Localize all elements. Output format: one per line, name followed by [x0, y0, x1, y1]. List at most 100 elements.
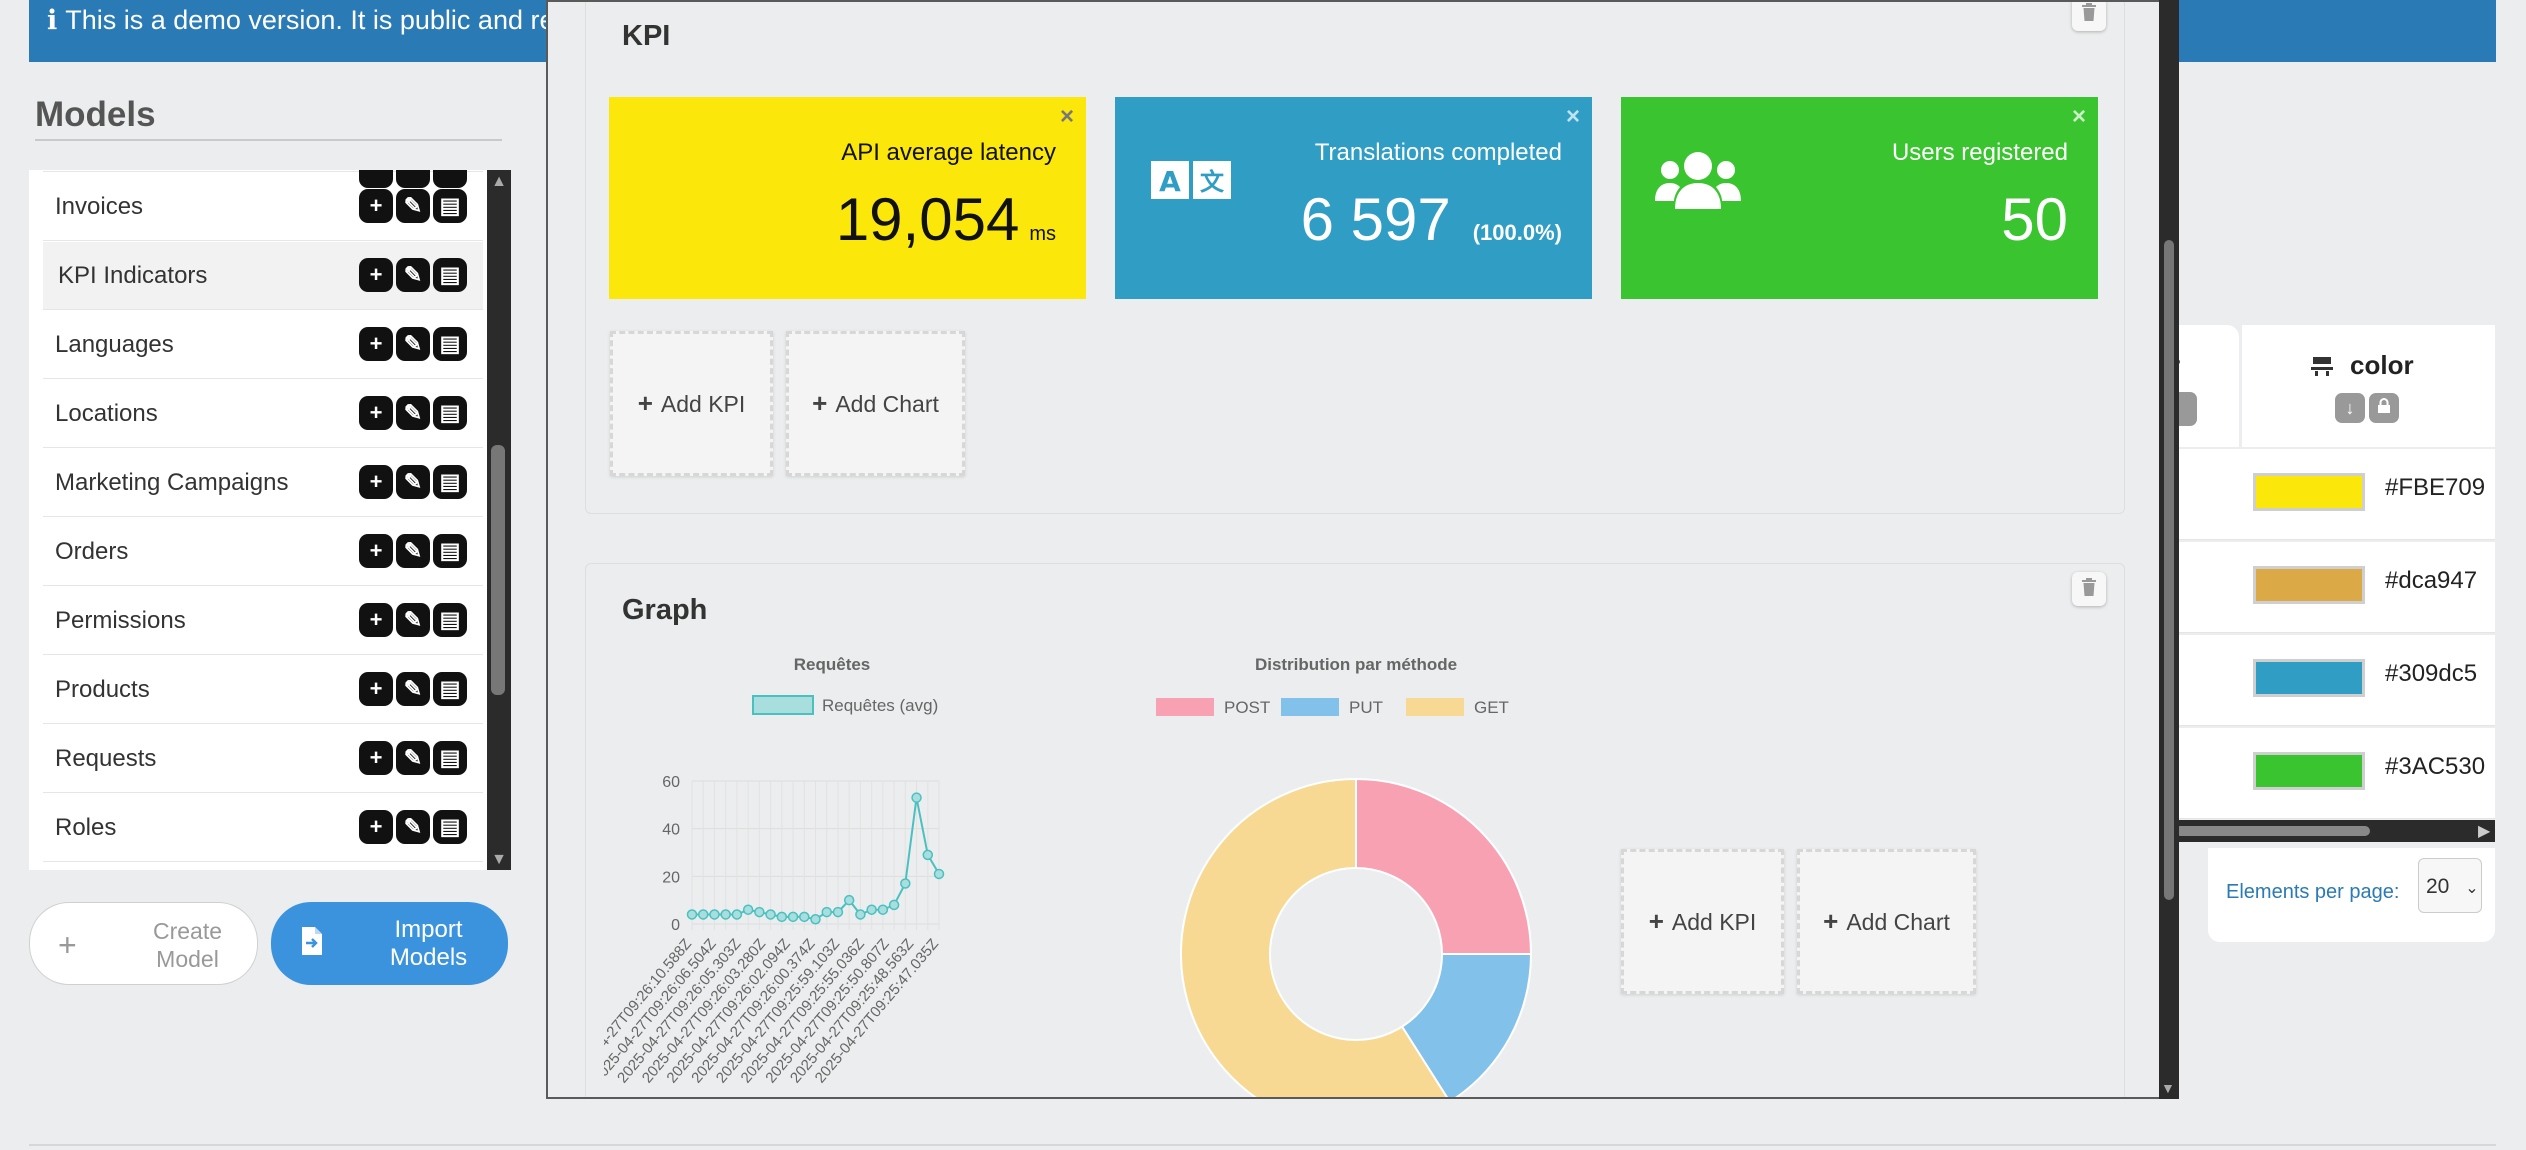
donut-slice-post[interactable]: [1355, 777, 1533, 955]
list-icon[interactable]: ▤: [433, 189, 467, 223]
donut-slice-put[interactable]: [1400, 953, 1533, 1099]
data-point[interactable]: [754, 906, 765, 918]
data-point[interactable]: [742, 904, 754, 915]
close-icon[interactable]: ×: [1565, 103, 1580, 130]
sidebar-item-locations[interactable]: Locations + ✎ ▤: [43, 380, 483, 448]
list-icon[interactable]: ▤: [433, 327, 467, 361]
edit-icon[interactable]: ✎: [396, 603, 430, 637]
sidebar-item-roles[interactable]: Roles + ✎ ▤: [43, 794, 483, 862]
plus-icon[interactable]: +: [359, 189, 393, 223]
scroll-down-arrow[interactable]: ▼: [2161, 1080, 2175, 1096]
sidebar-item-orders[interactable]: Orders + ✎ ▤: [43, 518, 483, 586]
data-point[interactable]: [843, 894, 855, 906]
table-row[interactable]: #FBE709: [2171, 449, 2495, 540]
data-point[interactable]: [799, 911, 810, 923]
edit-icon[interactable]: ✎: [396, 741, 430, 775]
sidebar-item-products[interactable]: Products + ✎ ▤: [43, 656, 483, 724]
data-point[interactable]: [731, 909, 743, 920]
edit-icon[interactable]: ✎: [396, 465, 430, 499]
data-point[interactable]: [697, 909, 709, 920]
data-point[interactable]: [686, 909, 698, 920]
table-row[interactable]: #dca947: [2171, 542, 2495, 633]
edit-icon[interactable]: ✎: [396, 327, 430, 361]
elements-per-page-value: 20: [2426, 875, 2450, 898]
list-icon[interactable]: ▤: [433, 534, 467, 568]
sidebar-item-permissions[interactable]: Permissions + ✎ ▤: [43, 587, 483, 655]
data-point[interactable]: [888, 899, 900, 911]
data-point[interactable]: [810, 913, 821, 925]
close-icon[interactable]: ×: [2071, 103, 2086, 130]
data-point[interactable]: [709, 909, 720, 920]
data-point[interactable]: [776, 911, 788, 923]
edit-icon[interactable]: ✎: [396, 672, 430, 706]
add-kpi-button[interactable]: + Add KPI: [610, 331, 773, 476]
donut-slice-get[interactable]: [1180, 777, 1450, 1099]
data-point[interactable]: [787, 911, 799, 923]
scroll-right-arrow[interactable]: ▶: [2478, 823, 2491, 840]
plus-icon[interactable]: +: [359, 672, 393, 706]
plus-icon[interactable]: +: [359, 603, 393, 637]
scroll-down-arrow[interactable]: ▼: [491, 851, 507, 868]
data-point[interactable]: [832, 906, 844, 918]
sidebar-item-marketing-campaigns[interactable]: Marketing Campaigns + ✎ ▤: [43, 449, 483, 517]
table-scroll-thumb[interactable]: [2175, 826, 2370, 836]
add-chart-button[interactable]: + Add Chart: [786, 331, 965, 476]
list-icon[interactable]: [433, 170, 467, 188]
edit-icon[interactable]: ✎: [396, 810, 430, 844]
edit-icon[interactable]: ✎: [396, 258, 430, 292]
list-icon[interactable]: ▤: [433, 603, 467, 637]
plus-icon[interactable]: +: [359, 534, 393, 568]
data-point[interactable]: [933, 868, 945, 880]
list-icon[interactable]: ▤: [433, 396, 467, 430]
table-row[interactable]: #3AC530: [2171, 728, 2495, 819]
list-icon[interactable]: ▤: [433, 741, 467, 775]
plus-icon[interactable]: +: [359, 465, 393, 499]
trash-icon[interactable]: [2072, 572, 2106, 606]
data-point[interactable]: [821, 906, 832, 918]
sidebar-item-languages[interactable]: Languages + ✎ ▤: [43, 311, 483, 379]
lock-icon[interactable]: [2369, 393, 2399, 423]
list-icon[interactable]: ▤: [433, 258, 467, 292]
plus-icon[interactable]: +: [359, 741, 393, 775]
scroll-up-arrow[interactable]: ▲: [491, 173, 507, 190]
import-models-button[interactable]: Import Models: [271, 902, 508, 985]
close-icon[interactable]: ×: [1059, 103, 1074, 130]
add-chart-button[interactable]: + Add Chart: [1797, 849, 1976, 994]
data-point[interactable]: [866, 904, 877, 915]
plus-icon[interactable]: +: [359, 810, 393, 844]
chart-title: Distribution par méthode: [1255, 655, 1457, 674]
plus-icon[interactable]: +: [359, 327, 393, 361]
modal-scroll-thumb[interactable]: [2164, 240, 2174, 900]
sidebar-item-kpi-indicators[interactable]: KPI Indicators + ✎ ▤: [43, 242, 483, 310]
elements-per-page-select[interactable]: 20 ⌄: [2418, 858, 2482, 913]
edit-icon[interactable]: [396, 170, 430, 188]
data-point[interactable]: [911, 792, 922, 803]
plus-icon[interactable]: [359, 170, 393, 188]
data-point[interactable]: [855, 909, 866, 920]
plus-icon[interactable]: +: [359, 396, 393, 430]
sidebar-item-invoices[interactable]: Invoices + ✎ ▤: [43, 173, 483, 241]
data-point[interactable]: [877, 904, 889, 915]
edit-icon[interactable]: ✎: [396, 189, 430, 223]
list-icon[interactable]: ▤: [433, 810, 467, 844]
data-point[interactable]: [922, 849, 934, 861]
add-kpi-button[interactable]: + Add KPI: [1621, 849, 1784, 994]
sort-icon[interactable]: ↓: [2335, 393, 2365, 423]
trash-icon[interactable]: [2072, 2, 2106, 31]
list-icon[interactable]: ▤: [433, 672, 467, 706]
list-icon[interactable]: ▤: [433, 465, 467, 499]
edit-icon[interactable]: ✎: [396, 534, 430, 568]
edit-icon[interactable]: ✎: [396, 396, 430, 430]
data-point[interactable]: [900, 878, 911, 889]
create-model-button[interactable]: + Create Model: [29, 902, 258, 985]
data-point[interactable]: [765, 909, 776, 920]
table-row[interactable]: #309dc5: [2171, 635, 2495, 726]
sidebar-item-requests[interactable]: Requests + ✎ ▤: [43, 725, 483, 793]
elements-per-page-label: Elements per page:: [2226, 881, 2400, 903]
sidebar-scroll-thumb[interactable]: [491, 445, 505, 695]
kpi-card-users[interactable]: × Users registered 50: [1621, 97, 2098, 299]
plus-icon[interactable]: +: [359, 258, 393, 292]
data-point[interactable]: [720, 909, 731, 920]
kpi-card-latency[interactable]: × API average latency 19,054 ms: [609, 97, 1086, 299]
